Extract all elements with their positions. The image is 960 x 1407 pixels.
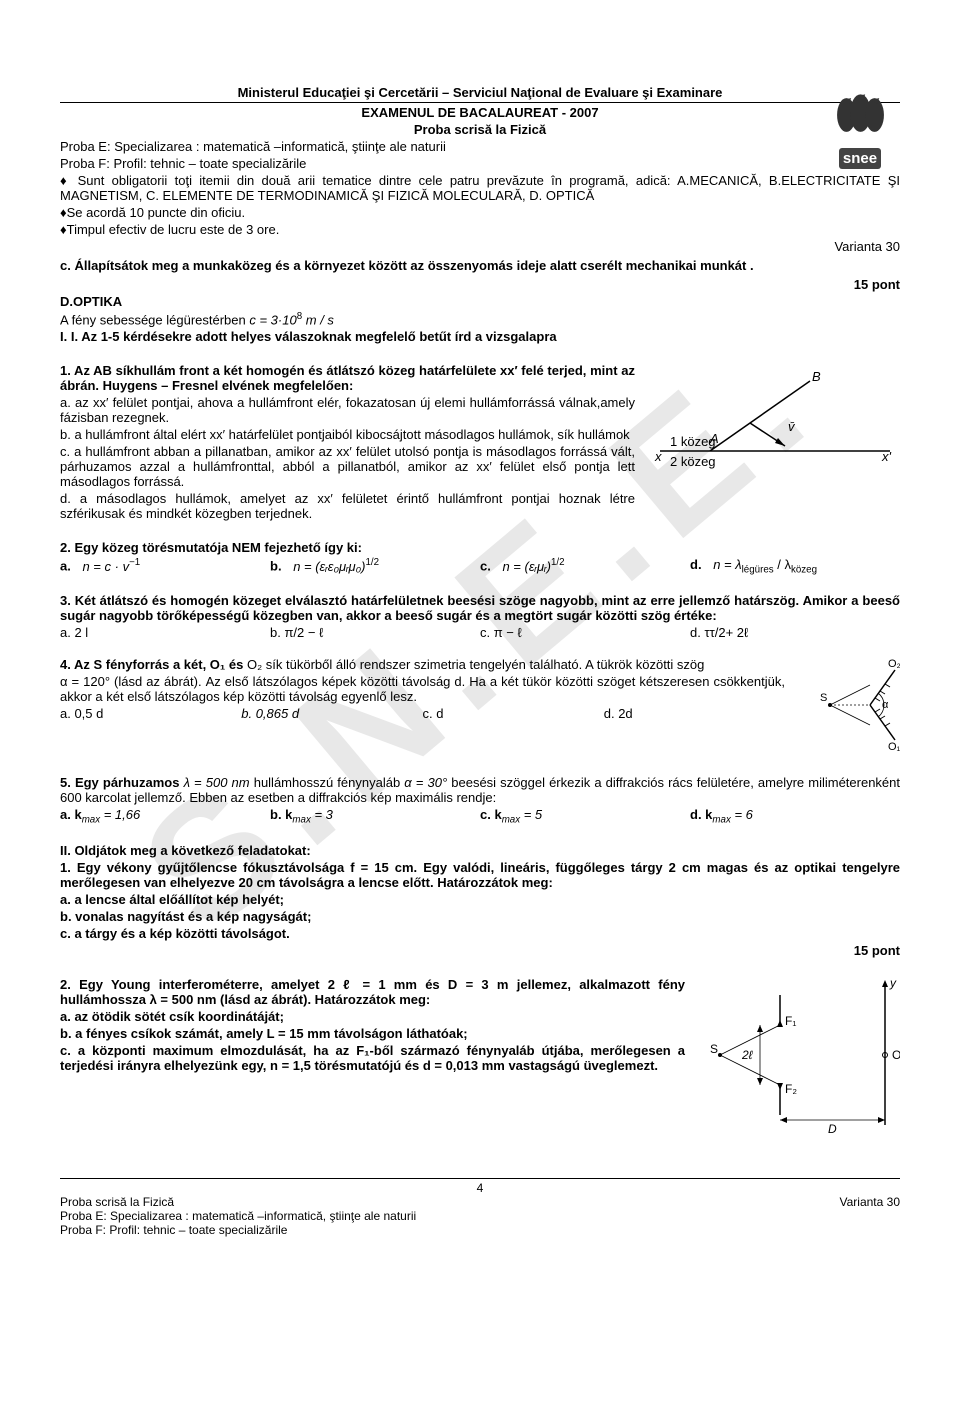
divider [60, 102, 900, 103]
svg-text:α: α [882, 699, 889, 711]
footer-divider [60, 1178, 900, 1179]
svg-text:y: y [889, 976, 897, 990]
q2-lead: 2. Egy közeg törésmutatója NEM fejezhető… [60, 540, 900, 555]
q4-figure: S O₂ O₁ α [800, 655, 900, 758]
q1-b: b. a hullámfront által elért xx′ határfe… [60, 427, 635, 442]
q1-d: d. a másodlagos hullámok, amelyet az xx′… [60, 491, 635, 521]
header-exam: EXAMENUL DE BACALAUREAT - 2007 [60, 105, 900, 120]
sec2-p2b: b. a fényes csíkok számát, amely L = 15 … [60, 1026, 685, 1041]
footer-variant: Varianta 30 [840, 1195, 901, 1209]
logo: snee [820, 85, 900, 169]
q2-options: a. n = c · v−1 b. n = (εᵣε₀μᵣμ₀)1/2 c. n… [60, 557, 900, 576]
sec2-p1b: b. vonalas nagyítást és a kép nagyságát; [60, 909, 900, 924]
logo-text: snee [839, 148, 881, 169]
svg-text:F₁: F₁ [785, 1014, 796, 1028]
page-number: 4 [60, 1181, 900, 1195]
q1-lead: 1. Az AB síkhullám front a két homogén é… [60, 363, 635, 393]
sec2-p2a: a. az ötödik sötét csík koordinátáját; [60, 1009, 685, 1024]
q4-lead: 4. Az S fényforrás a két, O₁ és O₂ sík t… [60, 657, 785, 672]
q5-options: a. kmax = 1,66 b. kmax = 3 c. kmax = 5 d… [60, 807, 900, 826]
time-text: ♦Timpul efectiv de lucru este de 3 ore. [60, 222, 900, 237]
sec2-p2c: c. a központi maximum elmozdulását, ha a… [60, 1043, 685, 1073]
light-speed: A fény sebessége légürestérben c = 3·108… [60, 311, 900, 327]
variant-label: Varianta 30 [60, 239, 900, 254]
svg-text:O: O [892, 1048, 900, 1062]
svg-text:1 közeg: 1 közeg [670, 434, 716, 449]
q3-block: 3. Két átlátszó és homogén közeget elvál… [60, 593, 900, 640]
header-subject: Proba scrisă la Fizică [60, 122, 900, 137]
sec2-p1a: a. a lencse által előállítot kép helyét; [60, 892, 900, 907]
footer-line1: Proba scrisă la Fizică [60, 1195, 174, 1209]
sec2-p2: 2. Egy Young interferométerre, amelyet 2… [60, 977, 685, 1007]
q5-lead: 5. Egy párhuzamos λ = 500 nm hullámhossz… [60, 775, 900, 805]
points-15: 15 pont [60, 277, 900, 292]
svg-text:B: B [812, 369, 821, 384]
header-ministry: Ministerul Educaţiei şi Cercetării – Ser… [60, 85, 900, 100]
svg-text:D: D [828, 1122, 837, 1135]
q4-alpha: α = 120° (lásd az ábrát). Az első látszó… [60, 674, 785, 704]
svg-text:2ℓ: 2ℓ [741, 1048, 754, 1062]
sec2-title: II. Oldjátok meg a következő feladatokat… [60, 843, 900, 858]
proba-e: Proba E: Specializarea : matematică –inf… [60, 139, 900, 154]
sec2-p1c: c. a tárgy és a kép közötti távolságot. [60, 926, 900, 941]
young-figure: y F₁ F₂ S O D [700, 975, 900, 1138]
points-text: ♦Se acordă 10 puncte din oficiu. [60, 205, 900, 220]
q1-a: a. az xx′ felület pontjai, ahova a hullá… [60, 395, 635, 425]
q4-options: a. 0,5 d b. 0,865 d c. d d. 2d [60, 706, 785, 721]
proba-f: Proba F: Profil: tehnic – toate speciali… [60, 156, 900, 171]
footer-line3: Proba F: Profil: tehnic – toate speciali… [60, 1223, 900, 1237]
svg-text:F₂: F₂ [785, 1082, 797, 1096]
svg-text:O₂: O₂ [888, 658, 900, 670]
q1-c: c. a hullámfront abban a pillanatban, am… [60, 444, 635, 489]
intro-c: c. Állapítsátok meg a munkaközeg és a kö… [60, 258, 900, 273]
svg-text:v̄: v̄ [788, 419, 796, 434]
footer-line2: Proba E: Specializarea : matematică –inf… [60, 1209, 900, 1223]
sec2-points: 15 pont [60, 943, 900, 958]
obligatory-text: ♦ Sunt obligatorii toţi itemii din două … [60, 173, 900, 203]
svg-text:x: x [654, 449, 662, 464]
q1-figure: A B v̄ x x' 1 közeg 2 közeg [650, 361, 900, 523]
svg-text:x': x' [881, 449, 892, 464]
svg-text:2 közeg: 2 közeg [670, 454, 716, 469]
instruction: I. I. Az 1-5 kérdésekre adott helyes vál… [60, 329, 900, 344]
sec2-p1: 1. Egy vékony gyűjtőlencse fókusztávolsá… [60, 860, 900, 890]
section-title: D.OPTIKA [60, 294, 900, 309]
svg-text:S: S [710, 1042, 718, 1056]
svg-text:O₁: O₁ [888, 741, 900, 753]
svg-text:S: S [820, 692, 827, 704]
